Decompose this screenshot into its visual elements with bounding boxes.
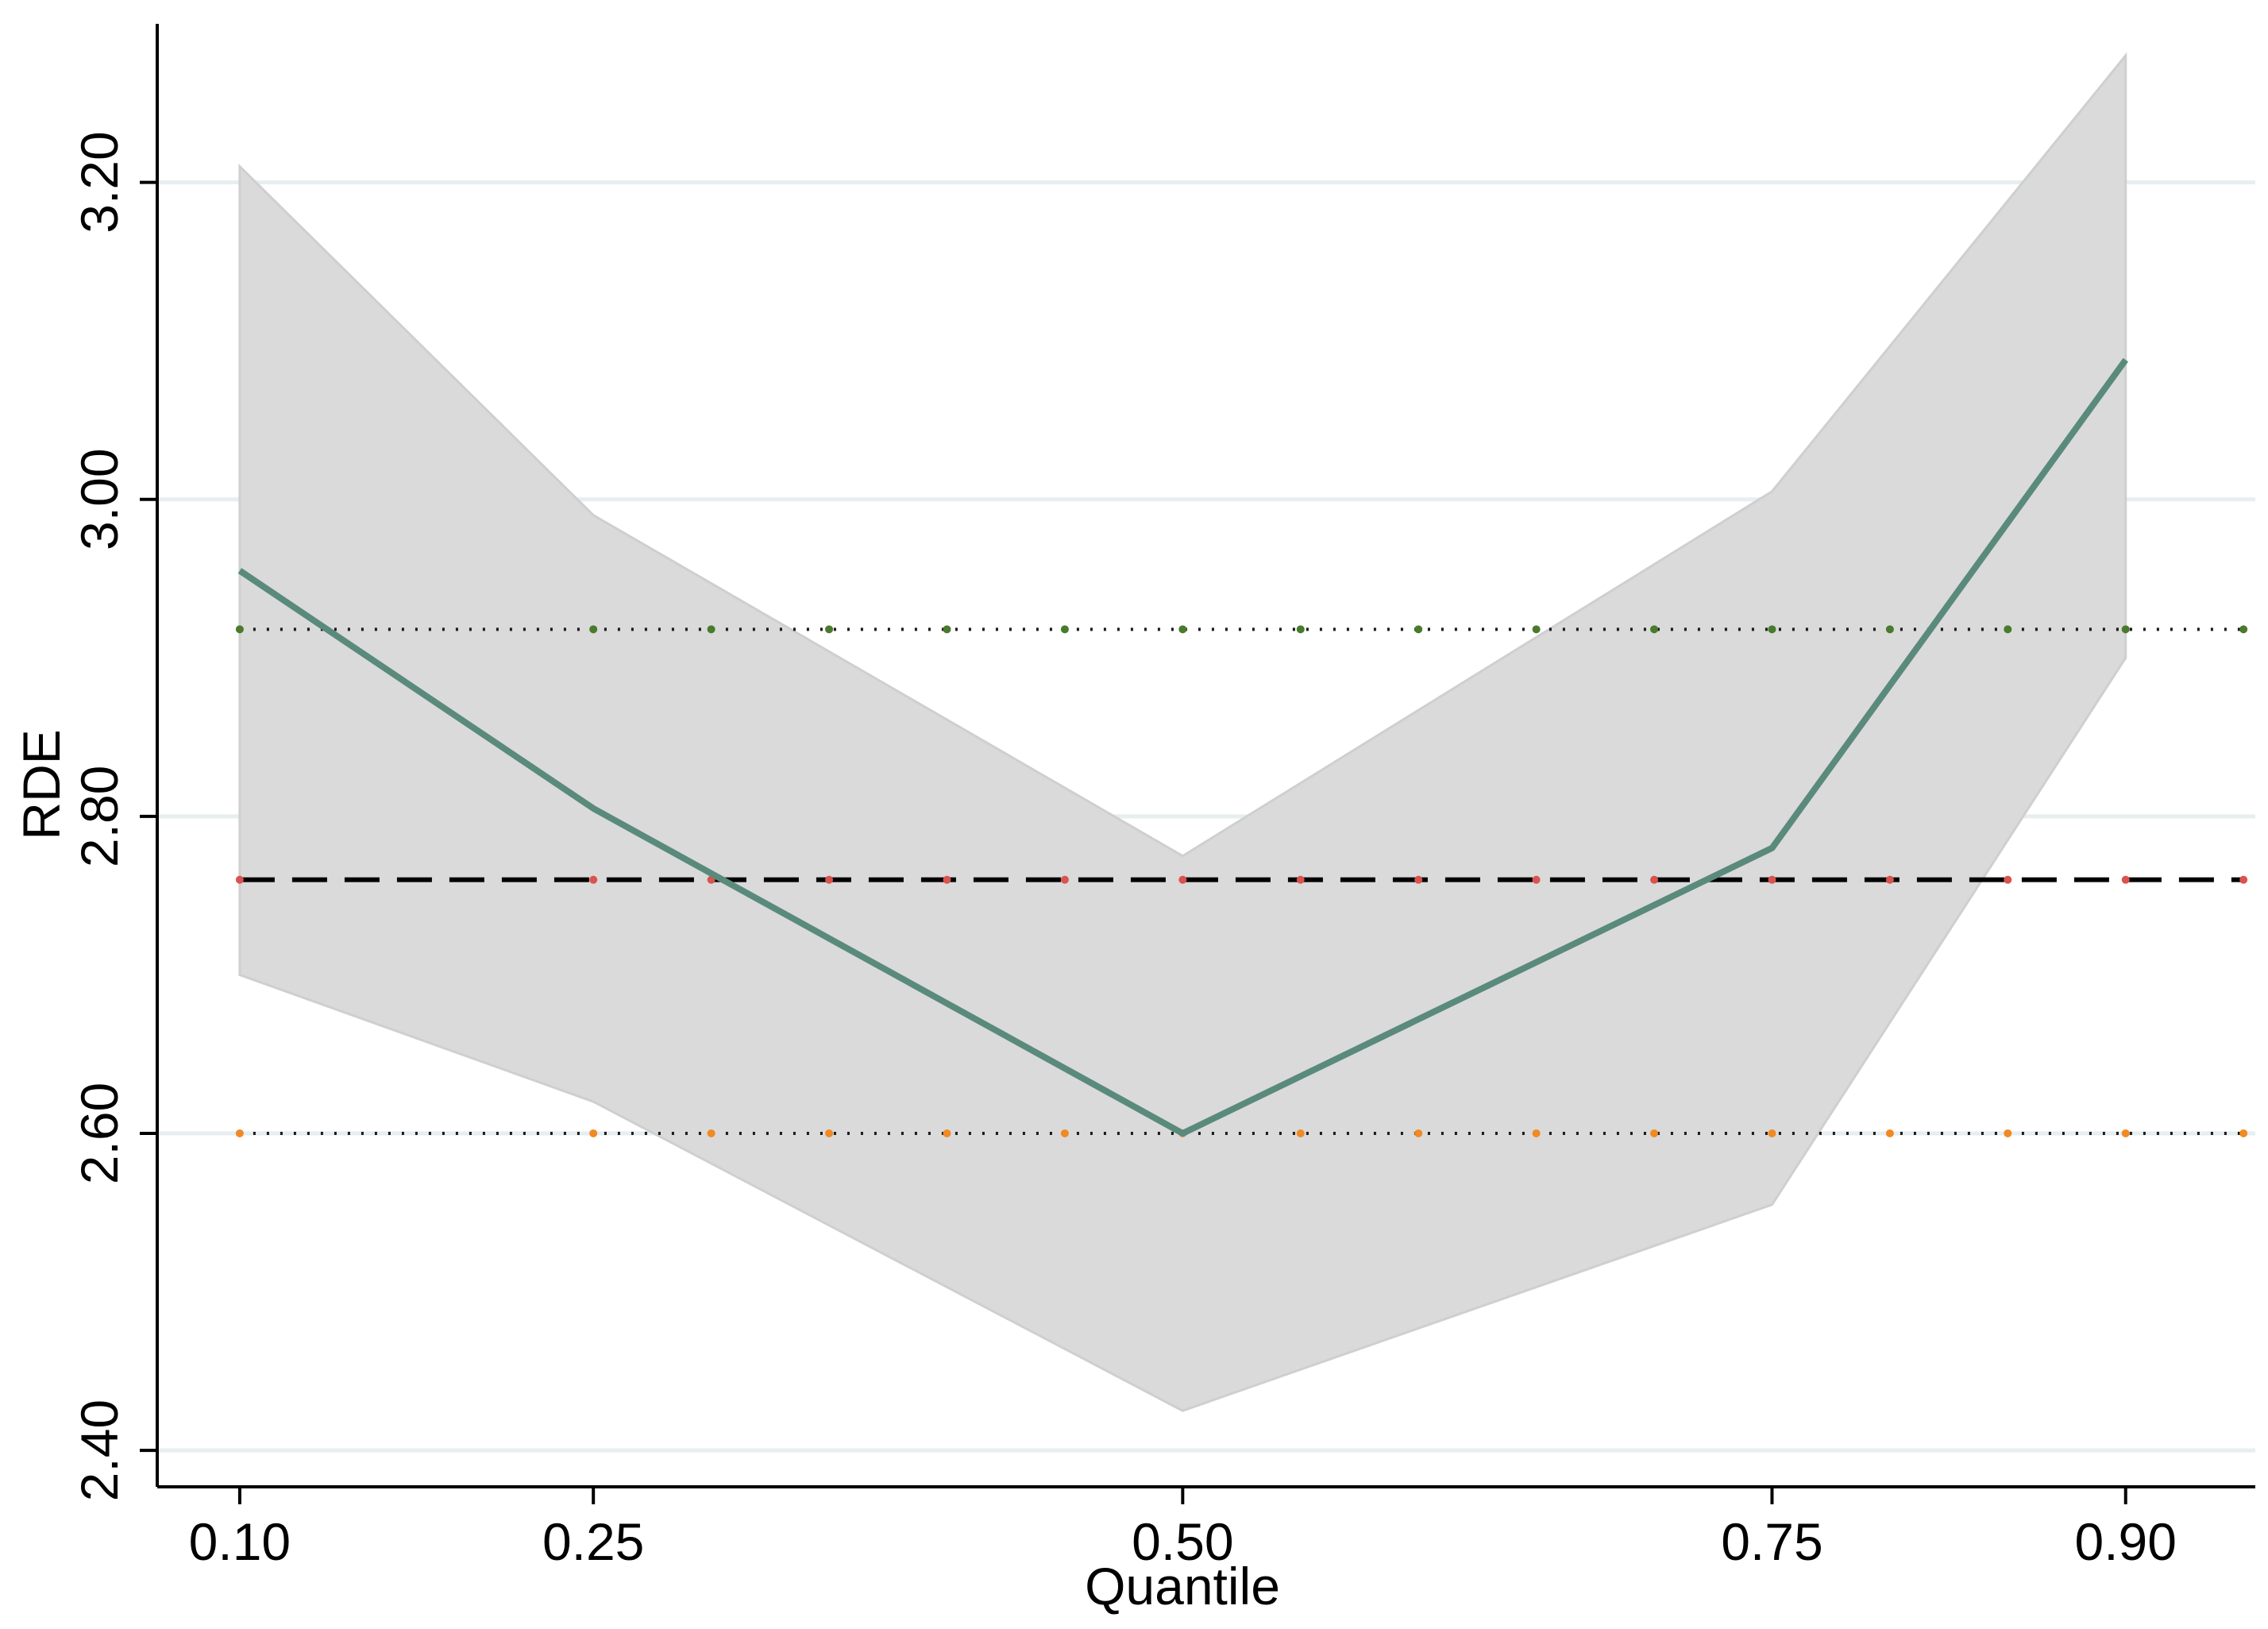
ols-estimate-point	[1768, 875, 1776, 884]
ols-ci-lower-point	[2121, 1129, 2130, 1137]
ols-estimate-point	[2004, 875, 2012, 884]
x-tick-label: 0.10	[189, 1512, 291, 1571]
ols-ci-upper-point	[1768, 625, 1776, 634]
ols-estimate-point	[2239, 875, 2248, 884]
y-tick-label: 3.20	[70, 131, 129, 233]
ols-ci-lower-point	[1768, 1129, 1776, 1137]
ols-ci-upper-point	[1178, 625, 1187, 634]
ols-estimate-point	[1414, 875, 1423, 884]
ols-ci-upper-point	[2121, 625, 2130, 634]
ols-ci-upper-point	[943, 625, 951, 634]
ols-estimate-point	[1532, 875, 1541, 884]
ols-ci-lower-point	[825, 1129, 834, 1137]
ols-estimate-point	[943, 875, 951, 884]
ols-estimate-point	[1885, 875, 1894, 884]
y-tick-label: 3.00	[70, 448, 129, 550]
ols-ci-upper-point	[1532, 625, 1541, 634]
x-ticks: 0.10 0.25 0.50 0.75 0.90	[189, 1487, 2177, 1571]
ols-ci-lower-point	[1885, 1129, 1894, 1137]
ols-ci-upper-point	[1885, 625, 1894, 634]
ols-ci-lower-point	[707, 1129, 716, 1137]
x-tick-label: 0.90	[2074, 1512, 2176, 1571]
ols-estimate-point	[2121, 875, 2130, 884]
y-tick-label: 2.80	[70, 766, 129, 867]
ols-ci-lower-point	[2239, 1129, 2248, 1137]
ols-ci-upper-point	[825, 625, 834, 634]
ols-ci-upper-point	[1060, 625, 1069, 634]
ols-estimate-point	[1296, 875, 1305, 884]
ols-estimate-point	[235, 875, 244, 884]
ols-estimate-point	[1178, 875, 1187, 884]
x-axis-title: Quantile	[1085, 1557, 1280, 1615]
ols-ci-upper-point	[707, 625, 716, 634]
ols-ci-lower-point	[943, 1129, 951, 1137]
ols-ci-lower-point	[1532, 1129, 1541, 1137]
y-ticks: 2.40 2.60 2.80 3.00 3.20	[70, 131, 157, 1501]
ols-ci-upper-point	[1414, 625, 1423, 634]
ols-ci-upper-point	[589, 625, 598, 634]
ols-ci-lower-point	[1650, 1129, 1659, 1137]
ols-ci-lower-point	[1414, 1129, 1423, 1137]
reference-markers	[235, 625, 2248, 1137]
reference-lines	[239, 627, 2244, 1135]
ols-ci-upper-point	[1296, 625, 1305, 634]
ols-ci-lower-point	[235, 1129, 244, 1137]
x-tick-label: 0.50	[1132, 1512, 1233, 1571]
ols-ci-lower-point	[589, 1129, 598, 1137]
ols-ci-upper-point	[2004, 625, 2012, 634]
ols-estimate-point	[589, 875, 598, 884]
x-tick-label: 0.25	[542, 1512, 644, 1571]
ols-estimate-point	[825, 875, 834, 884]
ols-estimate-point	[1060, 875, 1069, 884]
ols-ci-upper-point	[235, 625, 244, 634]
y-tick-label: 2.40	[70, 1399, 129, 1501]
ols-ci-lower-point	[2004, 1129, 2012, 1137]
x-tick-label: 0.75	[1721, 1512, 1822, 1571]
y-tick-label: 2.60	[70, 1083, 129, 1184]
ols-ci-upper-point	[1650, 625, 1659, 634]
y-axis-title: RDE	[12, 729, 71, 840]
ols-ci-upper-point	[2239, 625, 2248, 634]
confidence-band	[238, 52, 2127, 1412]
ols-estimate-point	[1650, 875, 1659, 884]
quantile-estimate-line	[237, 357, 2128, 1137]
ols-ci-lower-point	[1060, 1129, 1069, 1137]
ols-ci-lower-point	[1296, 1129, 1305, 1137]
axes	[156, 24, 2255, 1488]
